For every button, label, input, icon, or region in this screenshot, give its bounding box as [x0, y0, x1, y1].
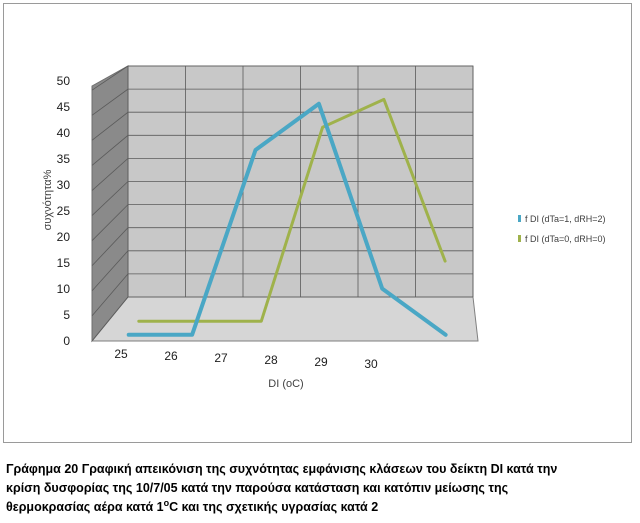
- gridline-side: [91, 273, 129, 317]
- series-lines: [126, 97, 448, 337]
- caption-line-1: Γράφημα 20 Γραφική απεικόνιση της συχνότ…: [6, 462, 558, 476]
- gridline-side: [91, 134, 129, 166]
- caption-degree-sup: o: [163, 498, 170, 508]
- legend-swatch: [518, 235, 521, 242]
- gridline-side: [91, 181, 129, 216]
- y-tick-label: 0: [63, 334, 70, 348]
- y-axis-label: συχνότητα%: [42, 169, 54, 230]
- y-tick-label: 35: [57, 152, 71, 166]
- gridline-side: [91, 296, 129, 342]
- gridline-side: [91, 65, 129, 91]
- gridline-side: [91, 88, 129, 116]
- y-tick-label: 15: [57, 256, 71, 270]
- y-tick-label: 25: [57, 204, 71, 218]
- y-tick-label: 30: [57, 178, 71, 192]
- figure-caption: Γράφημα 20 Γραφική απεικόνιση της συχνότ…: [6, 460, 632, 517]
- y-tick-label: 10: [57, 282, 71, 296]
- side-wall: [91, 65, 129, 343]
- y-tick-labels: 0 5 10 15 20 25 30 35 40 45 50: [57, 74, 71, 348]
- x-tick-label: 26: [164, 349, 178, 363]
- x-tick-label: 25: [114, 347, 128, 361]
- gridline-side: [91, 111, 129, 141]
- x-tick-label: 30: [364, 357, 378, 371]
- caption-line-3-end: C και της σχετικής υγρασίας κατά 2: [169, 500, 379, 514]
- gridline-side: [91, 250, 129, 292]
- x-tick-label: 27: [214, 351, 228, 365]
- chart-svg: 0 5 10 15 20 25 30 35 40 45 50 25 26 27 28 29 30 f DI (…: [42, 65, 606, 390]
- series-line: [137, 97, 447, 323]
- gridline-side: [91, 204, 129, 241]
- gridline-side: [91, 158, 129, 191]
- y-tick-label: 5: [63, 308, 70, 322]
- x-axis-label: DI (oC): [268, 378, 303, 390]
- y-tick-label: 50: [57, 74, 71, 88]
- caption-line-3-start: θερμοκρασίας αέρα κατά 1: [6, 500, 164, 514]
- x-tick-label: 29: [314, 355, 328, 369]
- x-tick-labels: 25 26 27 28 29 30: [114, 347, 378, 371]
- y-tick-label: 20: [57, 230, 71, 244]
- gridline-side: [91, 227, 129, 267]
- legend-entry: f DI (dTa=0, dRH=0): [525, 234, 606, 244]
- legend: f DI (dTa=1, dRH=2) f DI (dTa=0, dRH=0): [518, 214, 606, 244]
- chart-walls: [90, 65, 479, 343]
- series-line: [126, 101, 448, 337]
- caption-line-3: θερμοκρασίας αέρα κατά 1oC και της σχετι…: [6, 498, 632, 517]
- caption-line-2: κρίση δυσφορίας της 10/7/05 κατά την παρ…: [6, 481, 509, 495]
- legend-entry: f DI (dTa=1, dRH=2): [525, 214, 606, 224]
- y-tick-label: 40: [57, 126, 71, 140]
- y-tick-label: 45: [57, 100, 71, 114]
- legend-swatch: [518, 215, 521, 222]
- gridlines: [91, 65, 474, 342]
- x-tick-label: 28: [264, 353, 278, 367]
